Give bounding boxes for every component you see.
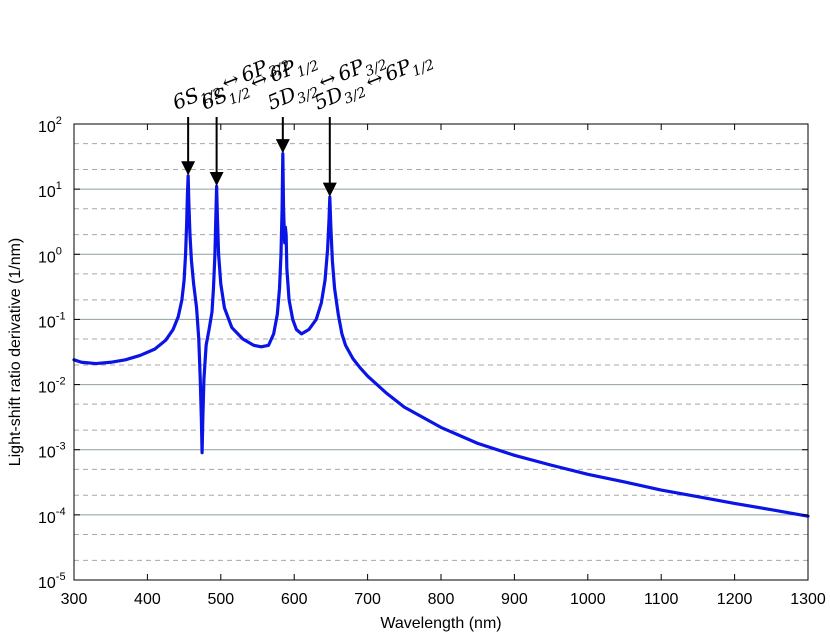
y-tick-exponent: -1 [56,310,66,322]
annotation-sub2: 1/2 [410,57,437,80]
annotation-base2: 6P [334,54,368,86]
y-tick-base: 10 [38,184,56,201]
x-tick-label: 1000 [570,591,606,608]
x-tick-label: 1200 [717,591,753,608]
x-tick-label: 500 [207,591,234,608]
x-axis-ticks: 300 400 500 600 700 800 900 1000 1100 1200 1300 [61,124,826,608]
y-tick-label: 10-1 [38,310,66,331]
y-tick-base: 10 [38,380,56,397]
y-tick-exponent: -2 [56,376,66,388]
y-tick-base: 10 [38,119,56,136]
annotation-sub2: 3/2 [363,57,390,80]
y-tick-label: 10-3 [38,441,66,462]
y-tick-label: 100 [38,245,62,266]
y-axis-label: Light-shift ratio derivative (1/nm) [7,238,24,467]
y-tick-label: 10-4 [38,506,66,527]
y-tick-exponent: 1 [56,180,62,192]
annotation-base2: 6P [381,54,415,86]
series-layer [72,152,810,518]
series-line [72,152,810,518]
annotation-base: 6S [169,82,203,114]
y-tick-label: 101 [38,180,62,201]
annotation-base2: 6P [266,55,300,87]
y-tick-base: 10 [38,575,56,592]
y-tick-exponent: -4 [56,506,66,518]
x-tick-label: 1100 [644,591,679,608]
y-tick-exponent: 0 [56,245,62,257]
annotation-sub2: 1/2 [295,58,322,81]
x-tick-label: 300 [61,591,88,608]
x-tick-label: 400 [134,591,161,608]
y-tick-base: 10 [38,445,56,462]
y-tick-base: 10 [38,314,56,331]
annotation-sub2: 3/2 [266,58,293,81]
x-tick-label: 900 [501,591,528,608]
annotation-sub1: 1/2 [198,85,225,108]
x-tick-label: 600 [281,591,308,608]
plot-frame [73,123,809,581]
y-tick-exponent: -5 [56,571,66,583]
y-tick-label: 10-2 [38,376,66,397]
y-tick-label: 102 [38,115,62,136]
x-tick-label: 800 [428,591,455,608]
y-tick-exponent: 2 [56,115,62,127]
annotation-sub1: 3/2 [295,84,322,107]
y-tick-base: 10 [38,510,56,527]
x-tick-label: 700 [354,591,381,608]
annotation-sub1: 3/2 [342,84,369,107]
y-tick-exponent: -3 [56,441,66,453]
annotation-sub1: 1/2 [227,85,254,108]
y-tick-label: 10-5 [38,571,66,592]
x-tick-label: 1300 [790,591,826,608]
x-axis-label: Wavelength (nm) [380,615,501,632]
annotations: 6S1/2↔6P3/26S1/2↔6P1/25D3/2↔6P3/25D3/2↔6… [169,54,437,197]
y-tick-base: 10 [38,249,56,266]
